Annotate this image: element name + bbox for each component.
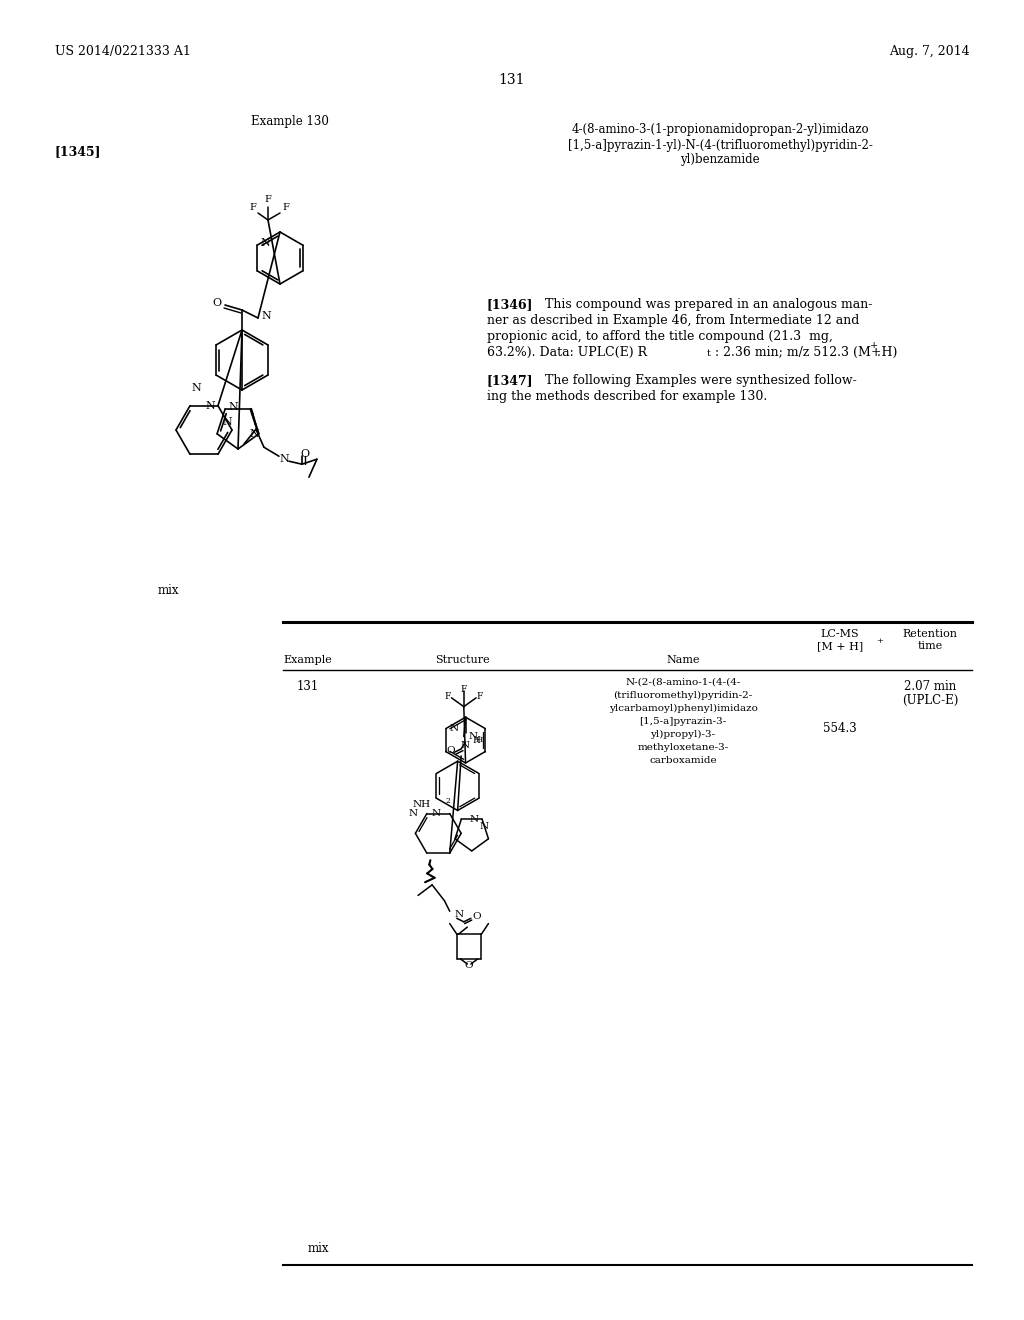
Text: Example: Example <box>284 655 333 665</box>
Text: F: F <box>476 692 483 701</box>
Text: [1,5-a]pyrazin-3-: [1,5-a]pyrazin-3- <box>639 717 727 726</box>
Text: [1,5-a]pyrazin-1-yl)-N-(4-(trifluoromethyl)pyridin-2-: [1,5-a]pyrazin-1-yl)-N-(4-(trifluorometh… <box>567 139 872 152</box>
Text: F: F <box>264 195 271 205</box>
Text: Structure: Structure <box>434 655 489 665</box>
Text: : 2.36 min; m/z 512.3 (M+H): : 2.36 min; m/z 512.3 (M+H) <box>715 346 897 359</box>
Text: mix: mix <box>158 583 179 597</box>
Text: ing the methods described for example 130.: ing the methods described for example 13… <box>487 389 767 403</box>
Text: 554.3: 554.3 <box>823 722 857 734</box>
Text: .: . <box>877 346 881 359</box>
Text: N: N <box>228 403 238 412</box>
Text: US 2014/0221333 A1: US 2014/0221333 A1 <box>55 45 190 58</box>
Text: N: N <box>454 911 463 919</box>
Text: +: + <box>870 341 879 350</box>
Text: F: F <box>250 203 256 213</box>
Text: NH: NH <box>413 800 430 809</box>
Text: N: N <box>432 809 441 818</box>
Text: N: N <box>222 417 231 426</box>
Text: [M + H]: [M + H] <box>817 642 863 651</box>
Text: O: O <box>446 746 455 755</box>
Text: [1345]: [1345] <box>55 145 101 158</box>
Text: O: O <box>473 912 481 921</box>
Text: H: H <box>473 735 480 744</box>
Text: mix: mix <box>308 1242 330 1254</box>
Text: Retention: Retention <box>902 630 957 639</box>
Text: carboxamide: carboxamide <box>649 756 717 766</box>
Text: 2.07 min: 2.07 min <box>904 680 956 693</box>
Text: N-(2-(8-amino-1-(4-(4-: N-(2-(8-amino-1-(4-(4- <box>626 678 740 686</box>
Text: Example 130: Example 130 <box>251 116 329 128</box>
Text: This compound was prepared in an analogous man-: This compound was prepared in an analogo… <box>529 298 872 312</box>
Text: F: F <box>461 685 467 693</box>
Text: F: F <box>283 203 290 213</box>
Text: 131: 131 <box>297 680 319 693</box>
Text: H: H <box>475 737 482 744</box>
Text: Name: Name <box>667 655 699 665</box>
Text: 4-(8-amino-3-(1-propionamidopropan-2-yl)imidazo: 4-(8-amino-3-(1-propionamidopropan-2-yl)… <box>571 124 868 136</box>
Text: [1346]: [1346] <box>487 298 534 312</box>
Text: O: O <box>300 449 309 459</box>
Text: (trifluoromethyl)pyridin-2-: (trifluoromethyl)pyridin-2- <box>613 690 753 700</box>
Text: +: + <box>876 638 883 645</box>
Text: N: N <box>261 312 271 321</box>
Text: N: N <box>461 741 470 750</box>
Text: N: N <box>280 454 289 465</box>
Text: t: t <box>707 348 711 358</box>
Text: O: O <box>465 961 473 970</box>
Text: N: N <box>249 429 259 438</box>
Text: N: N <box>191 383 201 393</box>
Text: time: time <box>918 642 943 651</box>
Text: yl)benzamide: yl)benzamide <box>680 153 760 166</box>
Text: N: N <box>261 238 270 248</box>
Text: LC-MS: LC-MS <box>820 630 859 639</box>
Text: yl)propyl)-3-: yl)propyl)-3- <box>650 730 716 739</box>
Text: (UPLC-E): (UPLC-E) <box>902 693 958 706</box>
Text: N: N <box>469 814 478 824</box>
Text: [1347]: [1347] <box>487 374 534 387</box>
Text: Aug. 7, 2014: Aug. 7, 2014 <box>890 45 970 58</box>
Text: 63.2%). Data: UPLC(E) R: 63.2%). Data: UPLC(E) R <box>487 346 647 359</box>
Text: N: N <box>468 733 477 741</box>
Text: methyloxetane-3-: methyloxetane-3- <box>637 743 729 752</box>
Text: propionic acid, to afford the title compound (21.3  mg,: propionic acid, to afford the title comp… <box>487 330 833 343</box>
Text: N: N <box>205 401 215 411</box>
Text: ylcarbamoyl)phenyl)imidazo: ylcarbamoyl)phenyl)imidazo <box>608 704 758 713</box>
Text: N: N <box>450 725 458 733</box>
Text: The following Examples were synthesized follow-: The following Examples were synthesized … <box>529 374 857 387</box>
Text: N: N <box>409 809 418 818</box>
Text: 131: 131 <box>499 73 525 87</box>
Text: F: F <box>444 692 452 701</box>
Text: O: O <box>212 298 221 308</box>
Text: 2: 2 <box>445 797 451 805</box>
Text: N: N <box>479 821 488 830</box>
Text: ner as described in Example 46, from Intermediate 12 and: ner as described in Example 46, from Int… <box>487 314 859 327</box>
